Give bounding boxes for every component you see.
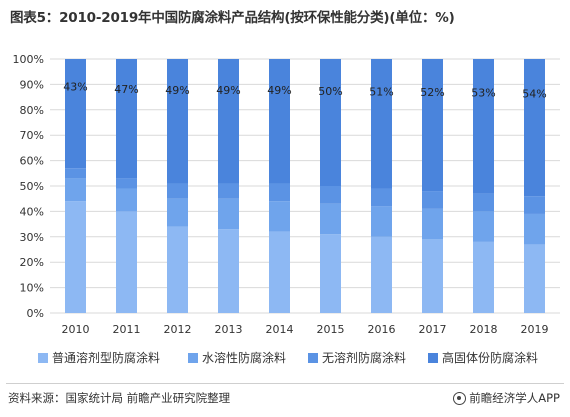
y-tick-label: 50% <box>20 180 44 193</box>
y-tick-label: 80% <box>20 104 44 117</box>
data-label: 49% <box>165 84 189 97</box>
bar-segment <box>167 59 188 184</box>
x-tick-label: 2016 <box>368 323 396 336</box>
x-tick-label: 2014 <box>266 323 294 336</box>
data-label: 49% <box>216 84 240 97</box>
data-label: 54% <box>522 87 546 100</box>
bar-segment <box>167 226 188 313</box>
bar-segment <box>218 198 239 230</box>
bar-segment <box>422 59 443 192</box>
bar-segment <box>116 178 137 189</box>
x-tick-label: 2017 <box>419 323 447 336</box>
x-tick-label: 2018 <box>470 323 498 336</box>
footer-divider <box>6 383 564 384</box>
bar-segment <box>167 183 188 199</box>
y-tick-label: 100% <box>13 53 44 66</box>
legend-label: 水溶性防腐涂料 <box>202 350 286 365</box>
x-tick-label: 2012 <box>164 323 192 336</box>
y-tick-label: 40% <box>20 205 44 218</box>
legend-label: 高固体份防腐涂料 <box>442 350 538 365</box>
source-note: 资料来源：国家统计局 前瞻产业研究院整理 <box>8 391 231 405</box>
bar-segment <box>473 59 494 194</box>
bar-segment <box>371 188 392 207</box>
data-label: 52% <box>420 86 444 99</box>
bar-segment <box>473 241 494 313</box>
legend-swatch <box>38 353 48 363</box>
bar-segment <box>320 234 341 313</box>
bar-segment <box>269 183 290 202</box>
data-label: 49% <box>267 84 291 97</box>
bar-segment <box>524 196 545 214</box>
brand-logo-icon <box>453 391 467 405</box>
bar-segment <box>269 201 290 232</box>
bar-segment <box>524 244 545 313</box>
stacked-bar-chart: 0% 10% 20% 30% 40% 50% 60% 70% 80% 90% 100% 2010 43%… <box>13 53 560 365</box>
data-label: 43% <box>63 80 87 93</box>
y-tick-label: 20% <box>20 256 44 269</box>
bar-segment <box>116 59 137 179</box>
bar-segment <box>116 188 137 212</box>
bar-segment <box>371 206 392 237</box>
brand-name: 前瞻经济学人APP <box>469 391 560 405</box>
y-tick-label: 0% <box>27 307 44 320</box>
bar-segment <box>524 59 545 197</box>
bar-segment <box>371 236 392 313</box>
bar-segment <box>65 59 86 169</box>
data-label: 47% <box>114 83 138 96</box>
bar-segment <box>422 191 443 209</box>
bar-segment <box>65 168 86 179</box>
bar-segment <box>269 231 290 313</box>
x-tick-label: 2013 <box>215 323 243 336</box>
legend-swatch <box>188 353 198 363</box>
chart-title: 图表5：2010-2019年中国防腐涂料产品结构(按环保性能分类)(单位：%) <box>10 10 455 26</box>
bar-segment <box>218 59 239 184</box>
bar-segment <box>269 59 290 184</box>
bar-segment <box>473 193 494 212</box>
bar-segment <box>218 229 239 313</box>
y-tick-label: 60% <box>20 155 44 168</box>
bar-segment <box>473 211 494 242</box>
bar-segment <box>422 208 443 240</box>
bar-segment <box>167 198 188 227</box>
footer: 资料来源：国家统计局 前瞻产业研究院整理 前瞻经济学人APP <box>0 383 570 417</box>
legend-swatch <box>428 353 438 363</box>
legend-swatch <box>308 353 318 363</box>
bar-segment <box>320 186 341 204</box>
y-tick-label: 90% <box>20 78 44 91</box>
legend-label: 普通溶剂型防腐涂料 <box>52 350 160 365</box>
y-tick-label: 70% <box>20 129 44 142</box>
legend-label: 无溶剂防腐涂料 <box>322 350 406 365</box>
data-label: 51% <box>369 85 393 98</box>
bar-segment <box>422 239 443 313</box>
x-tick-label: 2015 <box>317 323 345 336</box>
bar-segment <box>218 183 239 199</box>
brand-credit: 前瞻经济学人APP <box>453 390 560 406</box>
bar-segment <box>320 59 341 186</box>
data-label: 50% <box>318 85 342 98</box>
bar-segment <box>320 203 341 235</box>
bar-segment <box>65 201 86 313</box>
y-tick-label: 10% <box>20 282 44 295</box>
x-tick-label: 2019 <box>521 323 549 336</box>
bar-segment <box>371 59 392 189</box>
y-tick-label: 30% <box>20 231 44 244</box>
bar-segment <box>65 178 86 202</box>
x-tick-label: 2011 <box>113 323 141 336</box>
bar-segment <box>116 211 137 313</box>
bar-segment <box>524 213 545 245</box>
data-label: 53% <box>471 87 495 100</box>
x-tick-label: 2010 <box>62 323 90 336</box>
